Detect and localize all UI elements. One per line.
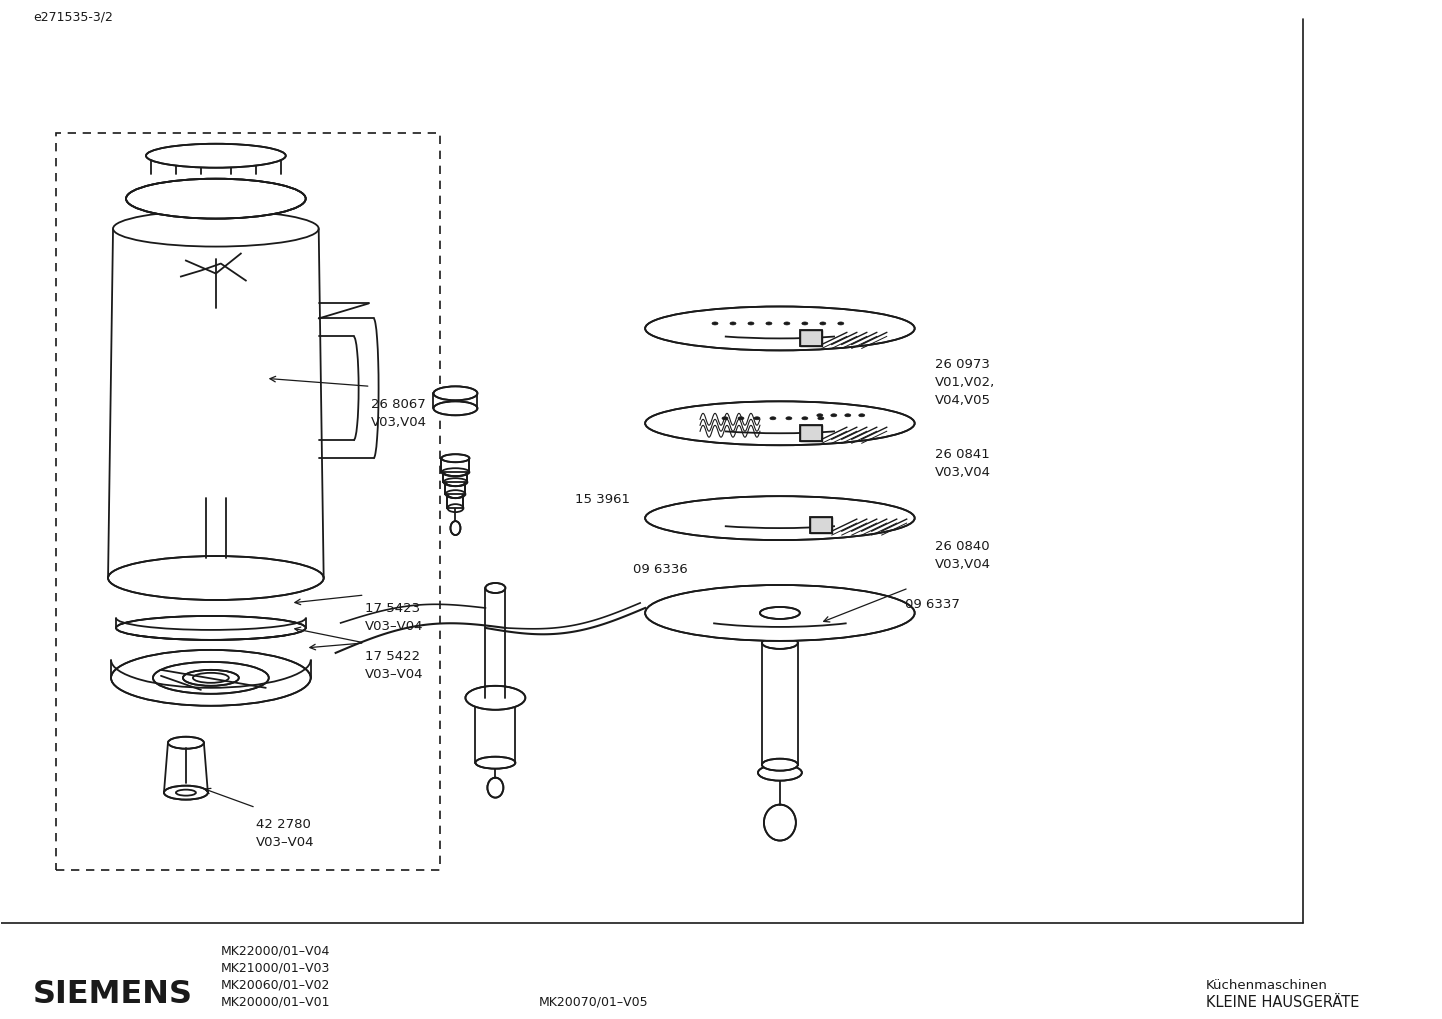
Bar bbox=[444, 472, 467, 482]
Ellipse shape bbox=[476, 692, 515, 704]
Ellipse shape bbox=[784, 322, 790, 325]
Ellipse shape bbox=[820, 322, 826, 325]
Ellipse shape bbox=[450, 521, 460, 535]
Text: 17 5422
V03–V04: 17 5422 V03–V04 bbox=[365, 650, 423, 681]
Ellipse shape bbox=[754, 417, 760, 420]
Ellipse shape bbox=[486, 583, 505, 593]
Ellipse shape bbox=[761, 637, 797, 649]
Ellipse shape bbox=[167, 737, 203, 749]
Text: 09 6337: 09 6337 bbox=[904, 598, 959, 611]
Text: e271535-3/2: e271535-3/2 bbox=[33, 11, 112, 24]
Ellipse shape bbox=[447, 490, 463, 498]
Ellipse shape bbox=[153, 662, 268, 694]
Ellipse shape bbox=[722, 417, 728, 420]
Ellipse shape bbox=[730, 322, 735, 325]
Ellipse shape bbox=[831, 414, 836, 417]
Ellipse shape bbox=[838, 322, 844, 325]
Ellipse shape bbox=[164, 786, 208, 800]
Ellipse shape bbox=[748, 322, 754, 325]
Ellipse shape bbox=[487, 777, 503, 798]
Ellipse shape bbox=[111, 650, 310, 706]
Ellipse shape bbox=[760, 607, 800, 619]
Text: 26 8067
V03,V04: 26 8067 V03,V04 bbox=[371, 398, 427, 429]
Ellipse shape bbox=[786, 417, 792, 420]
Ellipse shape bbox=[183, 669, 239, 686]
Text: 26 0840
V03,V04: 26 0840 V03,V04 bbox=[934, 540, 991, 571]
Ellipse shape bbox=[859, 414, 865, 417]
Bar bbox=[810, 517, 832, 533]
Ellipse shape bbox=[758, 764, 802, 781]
Ellipse shape bbox=[108, 556, 323, 600]
Ellipse shape bbox=[761, 759, 797, 770]
Text: 26 0841
V03,V04: 26 0841 V03,V04 bbox=[934, 448, 991, 479]
Text: 17 5423
V03–V04: 17 5423 V03–V04 bbox=[365, 602, 423, 633]
Text: 09 6336: 09 6336 bbox=[633, 564, 688, 576]
Bar bbox=[800, 425, 822, 441]
Ellipse shape bbox=[115, 615, 306, 640]
Ellipse shape bbox=[802, 322, 808, 325]
Ellipse shape bbox=[476, 757, 515, 768]
Text: MK20000/01–V01: MK20000/01–V01 bbox=[221, 996, 330, 1008]
Ellipse shape bbox=[816, 414, 823, 417]
Ellipse shape bbox=[446, 478, 466, 486]
Bar bbox=[446, 482, 466, 494]
Text: 15 3961: 15 3961 bbox=[575, 493, 630, 506]
Ellipse shape bbox=[802, 417, 808, 420]
Ellipse shape bbox=[444, 468, 467, 476]
Bar bbox=[800, 330, 822, 346]
Bar bbox=[810, 517, 832, 533]
Text: MK20070/01–V05: MK20070/01–V05 bbox=[538, 996, 647, 1008]
Ellipse shape bbox=[125, 178, 306, 219]
Ellipse shape bbox=[712, 322, 718, 325]
Ellipse shape bbox=[146, 144, 286, 168]
Ellipse shape bbox=[645, 307, 914, 351]
Ellipse shape bbox=[466, 686, 525, 710]
Bar bbox=[447, 494, 463, 508]
Text: MK20060/01–V02: MK20060/01–V02 bbox=[221, 978, 330, 991]
Text: KLEINE HAUSGERÄTE: KLEINE HAUSGERÄTE bbox=[1206, 996, 1360, 1010]
Bar bbox=[800, 425, 822, 441]
Bar bbox=[800, 330, 822, 346]
Text: 26 0973
V01,V02,
V04,V05: 26 0973 V01,V02, V04,V05 bbox=[934, 359, 995, 408]
Ellipse shape bbox=[766, 322, 771, 325]
Text: 42 2780
V03–V04: 42 2780 V03–V04 bbox=[255, 817, 314, 849]
Text: MK21000/01–V03: MK21000/01–V03 bbox=[221, 961, 330, 974]
Text: SIEMENS: SIEMENS bbox=[33, 979, 193, 1010]
Ellipse shape bbox=[645, 585, 914, 641]
Ellipse shape bbox=[645, 401, 914, 445]
Text: Küchenmaschinen: Küchenmaschinen bbox=[1206, 979, 1328, 993]
Ellipse shape bbox=[434, 386, 477, 400]
Ellipse shape bbox=[441, 454, 470, 463]
Text: MK22000/01–V04: MK22000/01–V04 bbox=[221, 945, 330, 958]
Ellipse shape bbox=[645, 496, 914, 540]
Ellipse shape bbox=[434, 401, 477, 416]
Ellipse shape bbox=[764, 805, 796, 841]
Ellipse shape bbox=[818, 417, 823, 420]
Ellipse shape bbox=[845, 414, 851, 417]
Bar bbox=[441, 459, 470, 472]
Ellipse shape bbox=[770, 417, 776, 420]
Ellipse shape bbox=[738, 417, 744, 420]
